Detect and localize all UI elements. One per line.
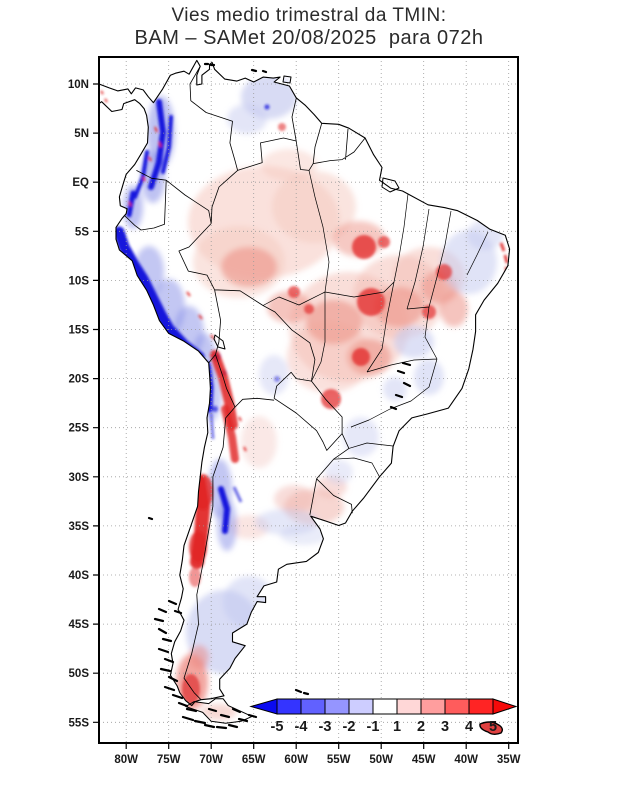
lat-label: EQ xyxy=(72,177,89,189)
lat-label: 40S xyxy=(69,570,90,582)
south-georgia-island xyxy=(479,721,504,735)
chart-title: Vies medio trimestral da TMIN: xyxy=(171,5,447,26)
colorbar-segment xyxy=(444,698,470,715)
colorbar-segment xyxy=(276,698,302,715)
colorbar-label: 2 xyxy=(417,719,425,735)
colorbar-label: -2 xyxy=(343,719,356,735)
lat-label: 45S xyxy=(69,619,90,631)
colorbar-segment xyxy=(372,698,398,715)
lat-label: 15S xyxy=(69,325,90,337)
colorbar-segment xyxy=(348,698,374,715)
lat-label: 30S xyxy=(69,472,90,484)
landmass xyxy=(99,60,510,724)
colorbar-segment xyxy=(420,698,446,715)
colorbar-label: 5 xyxy=(489,719,497,735)
lat-label: 5N xyxy=(74,128,89,140)
map-frame xyxy=(98,56,519,744)
lon-label: 50W xyxy=(369,754,393,766)
latitude-axis: 10N 5N EQ 5S 10S 15S 20S 25S 30S 35S 40S… xyxy=(68,79,89,729)
colorbar-label: 3 xyxy=(441,719,449,735)
lon-label: 40W xyxy=(454,754,478,766)
lat-label: 5S xyxy=(75,226,89,238)
colorbar-left-arrow xyxy=(249,698,278,715)
colorbar-label: 4 xyxy=(465,719,473,735)
colorbar-label: 1 xyxy=(393,719,401,735)
colorbar-label: -5 xyxy=(271,719,284,735)
lon-label: 45W xyxy=(412,754,436,766)
axis-ticks xyxy=(93,83,510,749)
lon-label: 35W xyxy=(497,754,521,766)
colorbar-segment xyxy=(468,698,494,715)
lon-label: 75W xyxy=(157,754,181,766)
colorbar-right-arrow xyxy=(492,698,518,715)
lon-label: 65W xyxy=(242,754,266,766)
lat-label: 10S xyxy=(69,275,90,287)
longitude-axis: 80W 75W 70W 65W 60W 55W 50W 45W 40W 35W xyxy=(114,754,520,766)
lon-label: 70W xyxy=(199,754,223,766)
lat-label: 25S xyxy=(69,423,90,435)
chart-subtitle: BAM – SAMet 20/08/2025 para 072h xyxy=(134,27,484,49)
country-borders xyxy=(124,66,366,700)
colorbar-label: -4 xyxy=(295,719,308,735)
lon-label: 55W xyxy=(327,754,351,766)
colorbar-label: -3 xyxy=(319,719,332,735)
lat-label: 35S xyxy=(69,521,90,533)
colorbar-segment xyxy=(396,698,422,715)
colorbar-segment xyxy=(324,698,350,715)
lat-label: 55S xyxy=(69,717,90,729)
colorbar-label: -1 xyxy=(367,719,380,735)
lon-label: 80W xyxy=(114,754,138,766)
lat-label: 50S xyxy=(69,668,90,680)
terrain-speckles xyxy=(147,62,412,730)
lon-label: 60W xyxy=(284,754,308,766)
coastline xyxy=(98,59,511,707)
lat-label: 20S xyxy=(69,374,90,386)
colorbar: -5 -4 -3 -2 -1 1 2 3 4 5 xyxy=(249,698,518,735)
colorbar-segment xyxy=(300,698,326,715)
lat-label: 10N xyxy=(68,79,89,91)
